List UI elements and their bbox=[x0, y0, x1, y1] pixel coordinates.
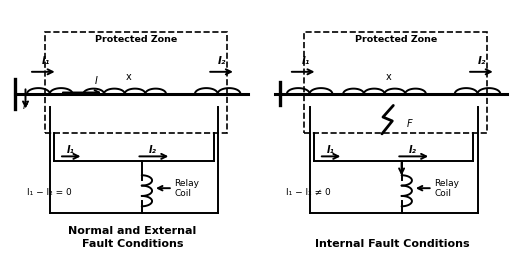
Bar bbox=[45, 32, 227, 133]
Text: Protected Zone: Protected Zone bbox=[95, 35, 177, 44]
Text: F: F bbox=[407, 119, 413, 128]
Bar bbox=[305, 32, 487, 133]
Text: Protected Zone: Protected Zone bbox=[354, 35, 437, 44]
Text: Relay
Coil: Relay Coil bbox=[434, 179, 459, 198]
Text: F: F bbox=[23, 101, 28, 111]
Text: Relay
Coil: Relay Coil bbox=[174, 179, 199, 198]
Text: I₂: I₂ bbox=[218, 56, 226, 67]
Text: x: x bbox=[126, 72, 132, 82]
Text: Internal Fault Conditions: Internal Fault Conditions bbox=[315, 239, 470, 249]
Text: Normal and External
Fault Conditions: Normal and External Fault Conditions bbox=[68, 226, 196, 249]
Text: x: x bbox=[386, 72, 392, 82]
Text: I: I bbox=[95, 76, 98, 86]
Text: I₁ − I₂ ≠ 0: I₁ − I₂ ≠ 0 bbox=[286, 187, 331, 197]
Text: I₁ − I₂ = 0: I₁ − I₂ = 0 bbox=[26, 187, 71, 197]
Text: I₂: I₂ bbox=[409, 145, 417, 155]
Text: I₂: I₂ bbox=[149, 145, 157, 155]
Text: I₁: I₁ bbox=[301, 56, 310, 67]
Text: I₂: I₂ bbox=[478, 56, 486, 67]
Text: I₁: I₁ bbox=[41, 56, 50, 67]
Text: I₁: I₁ bbox=[326, 145, 334, 155]
Text: I₁: I₁ bbox=[66, 145, 75, 155]
